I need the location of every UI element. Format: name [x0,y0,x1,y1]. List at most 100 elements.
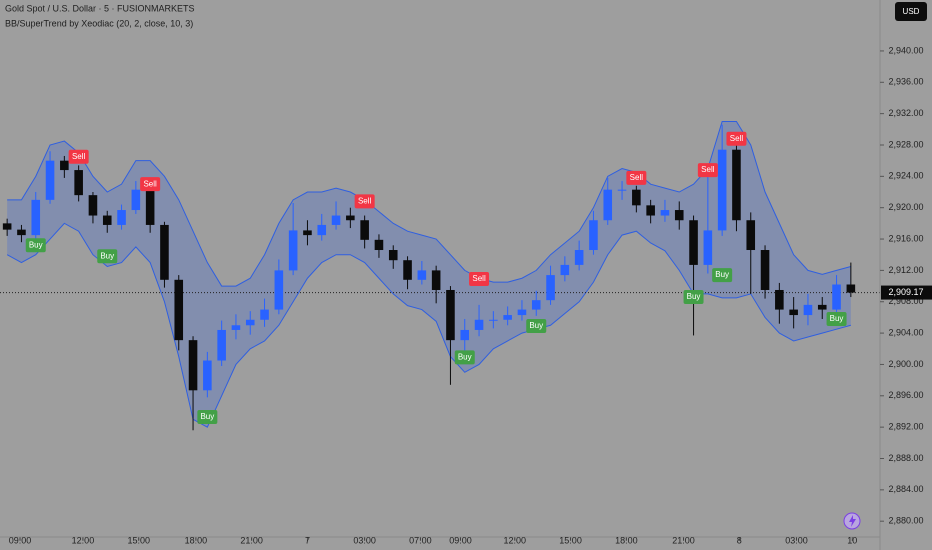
candle-body [803,304,813,316]
candle-body [145,189,155,225]
candle-body [489,319,498,321]
candle-body [331,215,341,225]
signal-badge [712,268,733,283]
candle-body [732,149,741,221]
y-tick-label: 2,908.00 [888,296,923,306]
signal-label: Sell [143,179,157,188]
signal-badge [726,131,747,146]
candle-body [417,270,427,280]
candle-body [217,329,226,361]
candle-body [403,260,412,280]
y-tick-label: 2,884.00 [888,484,923,494]
candle-body [260,309,269,320]
plot-area: Buy Sell Buy Sell Buy Sell Buy Sell Buy Sell Buy Se… [0,120,880,431]
candle-body [660,210,670,216]
candle-body [546,275,555,301]
y-tick-label: 2,928.00 [888,139,923,149]
candle-body [703,230,713,265]
signal-badge [697,163,718,178]
candle-body [646,205,655,216]
candle-body [832,284,841,310]
signal-label: Sell [630,173,644,182]
candle-body [303,230,312,236]
last-price-label: 2,909.17 [888,287,923,297]
candle-body [531,300,541,310]
signal-label: Buy [715,270,729,279]
y-tick-label: 2,932.00 [888,108,923,118]
candle-body [2,223,12,230]
candle-body [760,250,770,290]
signal-badge [140,177,161,192]
candle-body [102,215,112,225]
candle-body [632,189,641,206]
candle-body [17,229,26,236]
y-tick-label: 2,888.00 [888,453,923,463]
candle-body [160,224,169,280]
signal-label: Sell [730,134,744,143]
x-tick-label: 8 [737,535,742,545]
signal-label: Sell [72,152,86,161]
signal-badge [454,350,475,365]
chart-title: Gold Spot / U.S. Dollar · 5 · FUSIONMARK… [5,3,195,13]
y-tick-label: 2,896.00 [888,390,923,400]
band-lower [6,222,851,428]
candle-body [717,149,727,231]
y-tick-label: 2,900.00 [888,359,923,369]
candle-body [274,270,284,310]
y-tick-label: 2,924.00 [888,171,923,181]
x-tick-label: 03:00 [353,535,376,545]
candle-body [203,360,212,391]
candle-body [288,230,298,271]
signal-badge [97,249,118,264]
candle-body [474,319,484,330]
x-tick-label: 10 [847,535,857,545]
signal-badge [826,311,847,326]
candle-body [117,210,126,225]
x-tick-label: 07:00 [409,535,432,545]
signal-label: Sell [472,274,486,283]
candle-body [674,210,684,221]
signal-badge [626,170,647,185]
candle-body [503,315,512,320]
x-tick-label: 15:00 [559,535,582,545]
candle-body [775,289,784,310]
x-tick-label: 18:00 [615,535,638,545]
candle-body [60,160,69,171]
x-tick-label: 12:00 [504,535,527,545]
x-tick-label: 15:00 [127,535,150,545]
x-tick-label: 21:00 [672,535,695,545]
y-tick-label: 2,912.00 [888,265,923,275]
x-tick-label: 12:00 [72,535,95,545]
y-tick-label: 2,940.00 [888,45,923,55]
candle-body [188,340,198,391]
candle-body [617,189,627,191]
candle-body [746,220,756,251]
candle-body [603,189,613,221]
candle-body [31,199,41,236]
signal-label: Sell [358,197,372,206]
y-tick-label: 2,880.00 [888,516,923,526]
currency-label[interactable]: USD [903,7,920,16]
y-tick-label: 2,920.00 [888,202,923,212]
candle-body [517,309,527,316]
signal-badge [469,272,490,287]
candle-body [817,304,827,310]
last-price-box [881,285,932,300]
candle-body [388,250,398,261]
x-tick-label: 09:00 [449,535,472,545]
y-tick-label: 2,936.00 [888,77,923,87]
signal-label: Buy [29,240,43,249]
signal-badge [526,319,547,334]
indicator-title: BB/SuperTrend by Xeodiac (20, 2, close, … [5,18,193,28]
candle-body [45,160,55,200]
candle-body [460,329,470,341]
y-tick-label: 2,904.00 [888,327,923,337]
signal-label: Sell [701,165,715,174]
currency-button[interactable] [895,2,927,21]
candle-body [574,250,584,265]
candle-body [431,270,441,290]
candle-body [317,224,327,236]
candle-body [131,189,141,211]
